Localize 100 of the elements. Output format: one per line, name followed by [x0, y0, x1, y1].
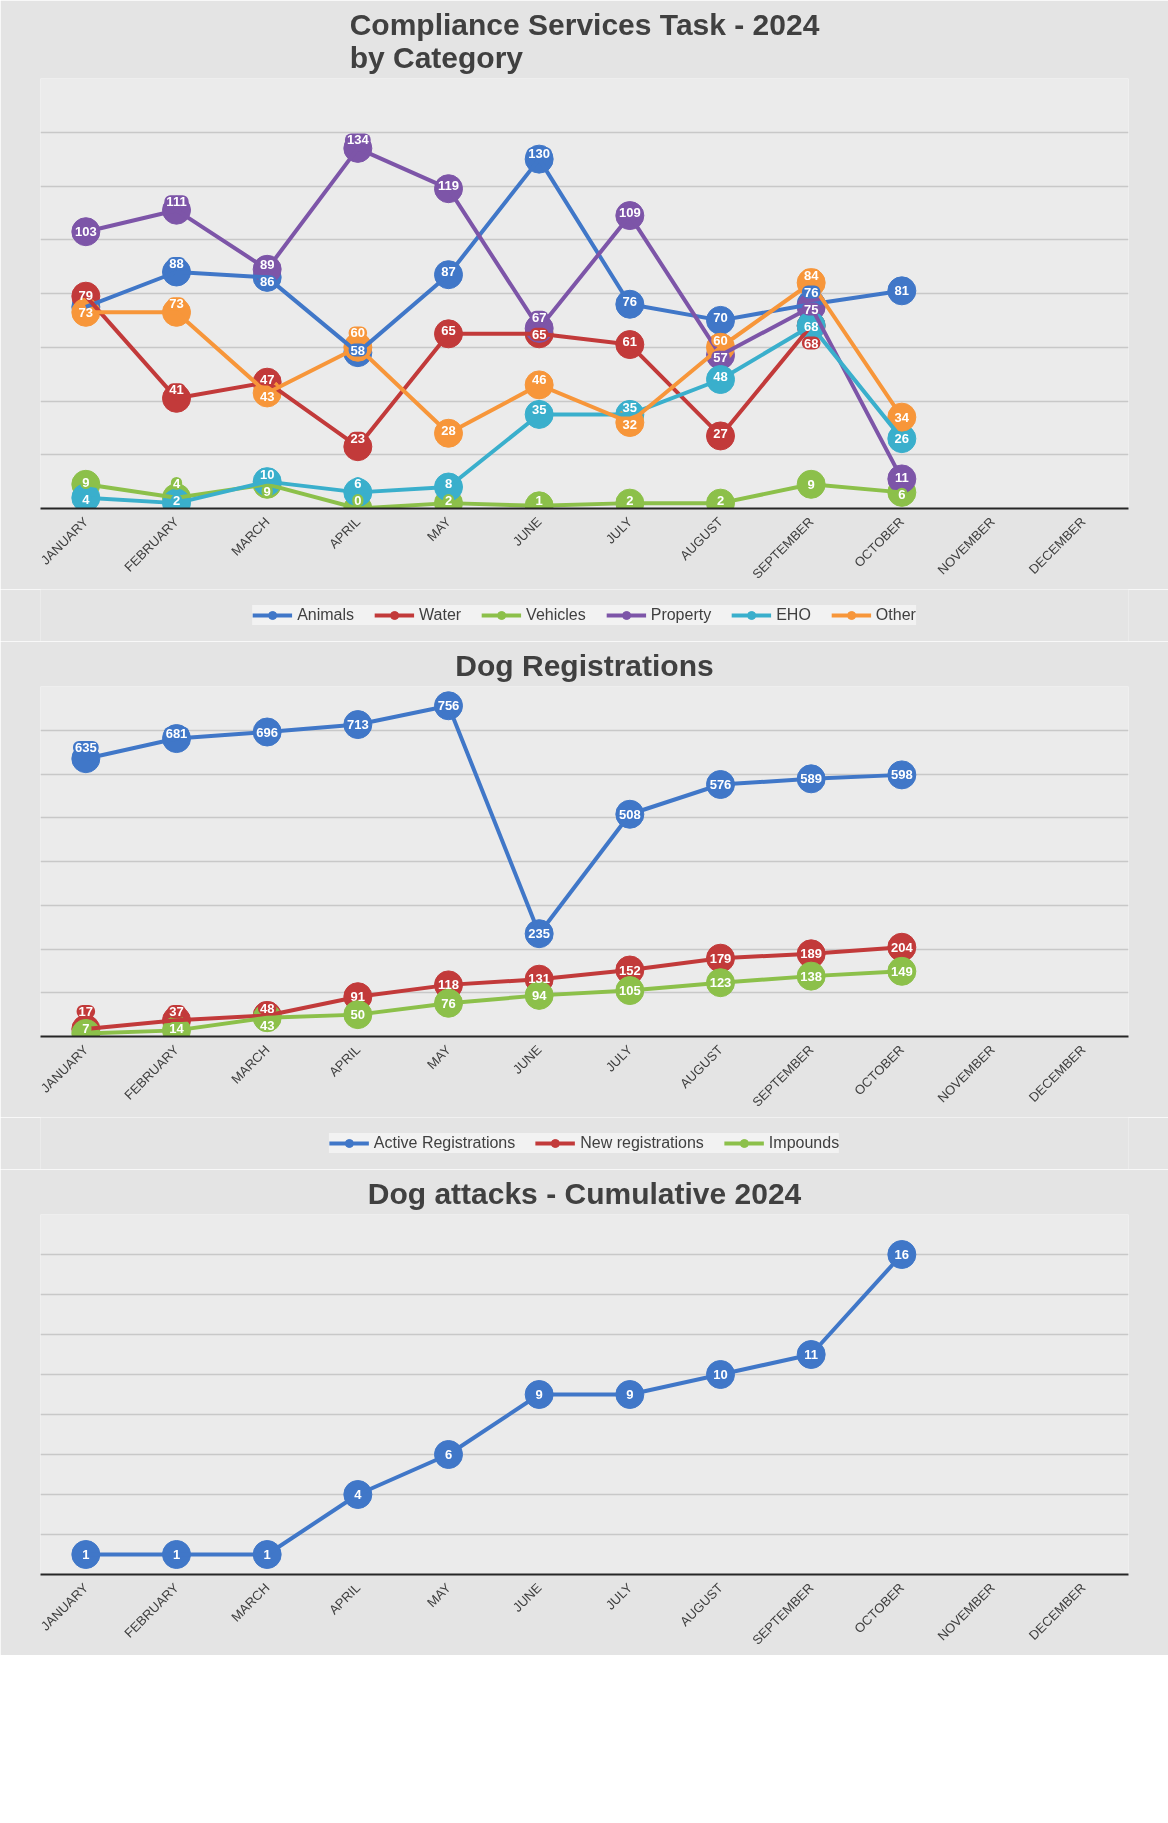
data-label: 16 [894, 1247, 910, 1262]
data-label: 87 [441, 264, 456, 280]
data-label: 103 [74, 224, 97, 240]
data-label: 65 [441, 323, 456, 339]
data-label: 73 [169, 296, 184, 312]
data-label: 48 [259, 1000, 275, 1016]
chart-title: Dog Registrations [455, 648, 714, 682]
data-label: 75 [803, 301, 819, 317]
data-label: 681 [165, 725, 188, 741]
data-label: 149 [890, 963, 913, 979]
data-label: 26 [894, 431, 910, 447]
data-label: 10 [713, 1367, 728, 1382]
data-label: 2 [172, 493, 181, 508]
data-label: 1 [172, 1547, 181, 1562]
data-label: 76 [441, 995, 456, 1011]
data-label: 4 [354, 1487, 363, 1502]
data-label: 598 [890, 767, 913, 783]
data-label: 179 [709, 950, 732, 966]
data-label: 130 [528, 146, 551, 162]
data-label: 27 [713, 425, 728, 441]
data-label: 68 [803, 318, 819, 334]
data-label: 696 [256, 724, 279, 740]
data-label: 10 [259, 466, 275, 482]
data-label: 70 [713, 310, 728, 326]
data-label: 635 [74, 739, 97, 755]
data-label: 37 [169, 1003, 184, 1019]
data-label: 4 [82, 492, 91, 508]
chart-title: Compliance Services Task - 2024 by Category [349, 7, 820, 74]
data-label: 68 [803, 335, 819, 351]
data-label: 65 [531, 326, 547, 342]
data-label: 2 [716, 493, 725, 508]
data-label: 34 [894, 409, 910, 425]
data-label: 9 [263, 483, 271, 499]
data-label: 17 [78, 1003, 94, 1019]
data-label: 89 [259, 257, 275, 273]
data-label: 119 [438, 178, 459, 194]
data-label: 152 [618, 962, 641, 978]
data-label: 60 [350, 325, 366, 341]
data-label: 28 [441, 422, 456, 438]
legend-label: Water [419, 606, 462, 624]
data-label: 88 [169, 256, 184, 272]
legend-label: New registrations [580, 1134, 704, 1152]
data-label: 131 [528, 971, 551, 987]
data-label: 48 [713, 369, 728, 385]
data-label: 11 [804, 1347, 819, 1362]
data-label: 84 [803, 267, 820, 283]
data-label: 189 [800, 946, 823, 962]
legend-label: EHO [776, 606, 811, 624]
data-label: 109 [618, 205, 641, 221]
data-label: 235 [528, 926, 551, 942]
data-label: 94 [531, 988, 548, 1004]
data-label: 4 [172, 475, 181, 491]
data-label: 58 [350, 342, 366, 358]
data-label: 204 [890, 939, 914, 955]
data-label: 9 [535, 1387, 543, 1402]
data-label: 76 [803, 284, 819, 300]
data-label: 46 [531, 372, 547, 388]
data-label: 9 [82, 475, 90, 491]
data-label: 35 [531, 401, 547, 417]
data-label: 2 [444, 493, 453, 508]
data-label: 6 [898, 486, 906, 502]
data-label: 123 [709, 975, 732, 991]
legend-label: Vehicles [526, 606, 586, 624]
data-label: 41 [169, 382, 184, 398]
data-label: 1 [263, 1547, 271, 1562]
data-label: 589 [800, 771, 823, 787]
data-label: 57 [713, 349, 728, 365]
data-label: 8 [444, 475, 453, 491]
data-label: 50 [350, 1007, 366, 1023]
data-label: 86 [259, 274, 275, 290]
data-label: 23 [350, 430, 366, 446]
data-label: 6 [354, 475, 362, 491]
data-label: 713 [346, 717, 369, 733]
data-label: 105 [618, 983, 641, 999]
data-label: 81 [894, 283, 910, 299]
data-label: 9 [807, 476, 815, 492]
data-label: 111 [166, 194, 187, 210]
data-label: 60 [713, 332, 728, 348]
data-label: 6 [444, 1447, 453, 1462]
chart-title: Dog attacks - Cumulative 2024 [367, 1176, 802, 1210]
data-label: 756 [437, 698, 460, 714]
legend-label: Other [875, 606, 916, 624]
data-label: 76 [622, 294, 638, 310]
data-label: 576 [709, 777, 732, 792]
data-label: 67 [531, 309, 547, 325]
legend-label: Impounds [768, 1134, 840, 1152]
data-label: 138 [800, 968, 823, 984]
legend-label: Active Registrations [373, 1134, 516, 1152]
data-label: 508 [618, 806, 641, 822]
data-label: 91 [350, 989, 366, 1005]
data-label: 14 [169, 1021, 185, 1036]
data-label: 61 [622, 334, 638, 350]
data-label: 134 [346, 132, 370, 148]
data-label: 43 [259, 388, 275, 404]
legend-label: Property [650, 606, 712, 624]
data-label: 43 [259, 1017, 275, 1033]
data-label: 35 [622, 399, 638, 415]
data-label: 32 [622, 416, 638, 432]
data-label: 11 [894, 469, 909, 485]
data-label: 118 [438, 977, 459, 993]
